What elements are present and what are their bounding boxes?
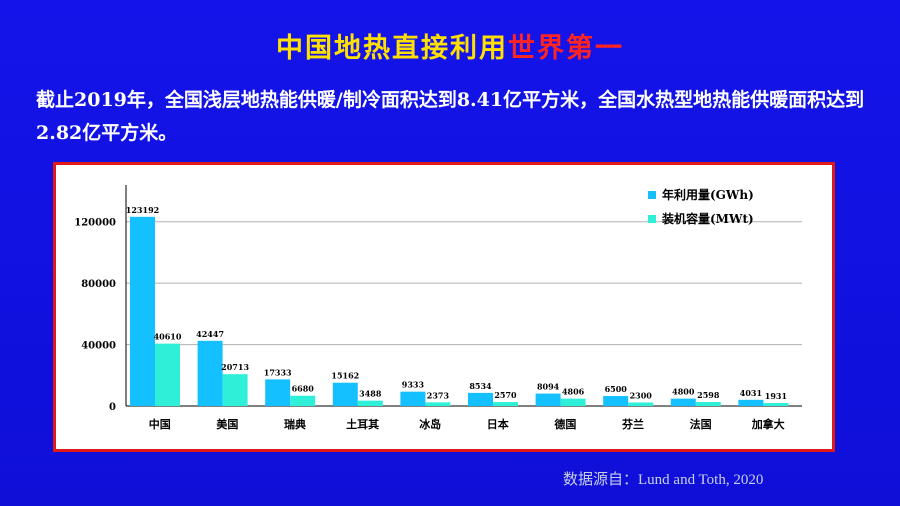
- data-label: 2598: [697, 390, 720, 400]
- legend-swatch: [648, 215, 656, 223]
- y-tick-label: 40000: [81, 341, 116, 352]
- title-part-red: 世界第一: [508, 33, 624, 64]
- data-label: 8534: [469, 381, 492, 391]
- data-label: 2373: [427, 390, 450, 400]
- bar-annual-use: [400, 391, 426, 406]
- bar-annual-use: [603, 396, 629, 406]
- data-label: 2300: [630, 390, 653, 400]
- bar-annual-use: [468, 392, 493, 406]
- x-tick-label: 加拿大: [751, 417, 785, 431]
- data-label: 8094: [537, 382, 560, 392]
- bar-capacity: [493, 402, 518, 406]
- bar-capacity: [425, 402, 451, 406]
- x-tick-label: 美国: [216, 417, 238, 431]
- x-tick-label: 瑞典: [284, 417, 306, 431]
- slide-title: 中国地热直接利用世界第一: [0, 26, 900, 65]
- data-label: 6500: [605, 384, 628, 394]
- bar-annual-use: [535, 393, 561, 406]
- bar-capacity: [628, 402, 654, 406]
- data-label: 15162: [331, 371, 359, 381]
- data-label: 4031: [740, 388, 762, 398]
- x-tick-label: 芬兰: [621, 417, 644, 431]
- data-label: 40610: [154, 332, 182, 342]
- x-tick-label: 中国: [149, 417, 171, 431]
- body-text: 截止2019年，全国浅层地热能供暖/制冷面积达到8.41亿平方米，全国水热型地热…: [36, 89, 865, 144]
- bar-capacity: [695, 402, 721, 406]
- y-tick-label: 0: [109, 402, 116, 413]
- bar-capacity: [763, 403, 789, 406]
- bar-annual-use: [197, 340, 223, 406]
- x-tick-label: 日本: [487, 417, 509, 431]
- data-source-note: 数据源自：Lund and Toth, 2020: [563, 472, 764, 488]
- bar-annual-use: [130, 216, 155, 406]
- data-label: 4806: [562, 387, 585, 397]
- data-label: 123192: [126, 205, 159, 215]
- x-tick-label: 德国: [553, 417, 576, 431]
- bar-capacity: [357, 400, 383, 406]
- bar-annual-use: [332, 382, 358, 406]
- y-tick-label: 120000: [74, 218, 116, 229]
- bar-capacity: [155, 343, 180, 406]
- bar-annual-use: [738, 399, 764, 406]
- bar-capacity: [290, 395, 316, 406]
- x-tick-label: 冰岛: [419, 417, 441, 431]
- bar-chart: 0 40000 80000 120000 123192 40610 中国 42447 2071…: [56, 165, 832, 449]
- data-label: 20713: [221, 362, 249, 372]
- bar-capacity: [222, 374, 248, 406]
- data-label: 6680: [292, 384, 315, 394]
- data-label: 3488: [359, 389, 382, 399]
- chart-frame: 0 40000 80000 120000 123192 40610 中国 42447 2071…: [53, 162, 835, 452]
- data-label: 2570: [494, 390, 517, 400]
- data-label: 17333: [264, 367, 292, 377]
- legend-label: 装机容量(MWt): [661, 211, 754, 226]
- legend-swatch: [648, 191, 656, 199]
- x-tick-label: 法国: [690, 417, 712, 431]
- bar-capacity: [560, 398, 586, 406]
- y-tick-label: 80000: [81, 279, 116, 290]
- legend-label: 年利用量(GWh): [662, 187, 754, 202]
- data-label: 4800: [672, 387, 695, 397]
- bar-annual-use: [670, 398, 696, 406]
- data-label: 9333: [402, 380, 425, 390]
- data-label: 1931: [765, 391, 787, 401]
- data-label: 42447: [196, 329, 224, 339]
- bar-annual-use: [265, 379, 291, 406]
- title-part-yellow: 中国地热直接利用: [276, 33, 508, 64]
- x-tick-label: 土耳其: [346, 417, 379, 431]
